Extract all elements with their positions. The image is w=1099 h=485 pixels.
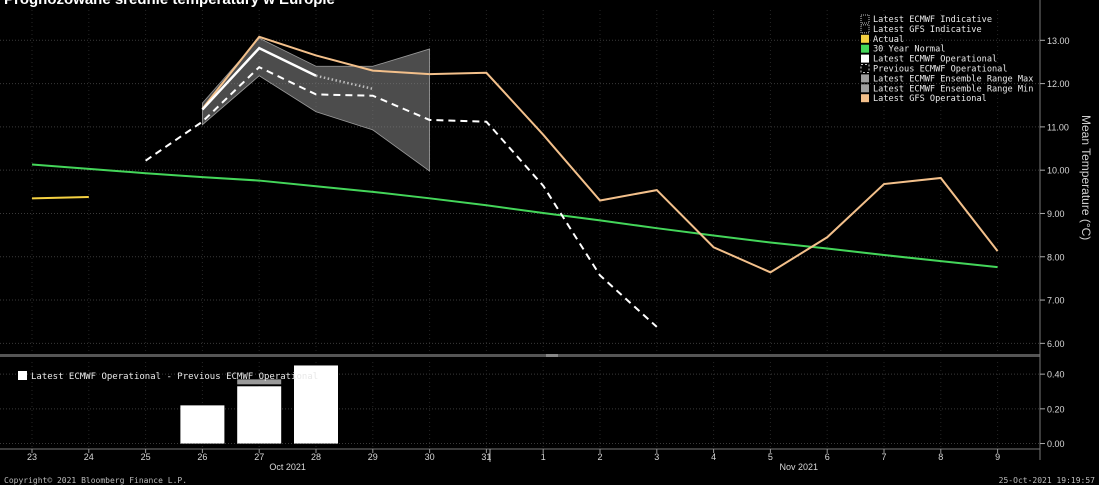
xtick-label: 7 (881, 452, 886, 462)
legend-label: Latest ECMWF Indicative (873, 15, 992, 25)
xtick-label: 6 (825, 452, 830, 462)
series-30-year-normal (31, 163, 998, 269)
xtick-label: 24 (84, 452, 94, 462)
legend-label: 30 Year Normal (873, 45, 945, 55)
ytick-label: 10.00 (1047, 166, 1070, 176)
legend-swatch (861, 94, 869, 103)
bar-ytick-label: 0.20 (1047, 404, 1065, 414)
bar-layer (180, 365, 338, 444)
bar-ytick-label: 0.00 (1047, 439, 1065, 449)
diff-bar-marker (237, 379, 282, 385)
chart-title: Prognozowane średnie temperatury w Europ… (4, 0, 335, 8)
xtick-label: 31 (481, 452, 491, 462)
xtick-label: 1 (541, 452, 546, 462)
axis-layer: 6.00 7.00 8.00 9.00 10.00 11.00 12.00 13.00 0.00… (0, 0, 1070, 472)
legend-layer: Latest ECMWF Operational - Previous ECMW… (18, 14, 1033, 382)
month-label: Nov 2021 (780, 462, 819, 472)
bar-legend-label: Latest ECMWF Operational - Previous ECMW… (31, 372, 318, 382)
xtick-label: 29 (368, 452, 378, 462)
xtick-label: 28 (311, 452, 321, 462)
xtick-label: 2 (597, 452, 602, 462)
diff-bar (294, 365, 338, 444)
legend-swatch (861, 54, 869, 63)
copyright-text: Copyright© 2021 Bloomberg Finance L.P. (4, 476, 187, 485)
xtick-label: 4 (711, 452, 716, 462)
ytick-label: 12.00 (1047, 79, 1070, 89)
ytick-label: 13.00 (1047, 36, 1070, 46)
legend-swatch (860, 24, 870, 34)
legend-swatch (860, 64, 870, 73)
xtick-label: 25 (141, 452, 151, 462)
series-latest-ecmwf-operational (201, 46, 317, 111)
bar-legend-swatch (18, 371, 27, 380)
ytick-label: 7.00 (1047, 296, 1065, 306)
diff-bar (180, 405, 225, 444)
series-previous-ecmwf-operational (145, 65, 658, 328)
legend-label: Latest ECMWF Ensemble Range Min (873, 84, 1033, 94)
xtick-label: 3 (654, 452, 659, 462)
ytick-label: 9.00 (1047, 209, 1065, 219)
legend-label: Latest ECMWF Operational (873, 55, 997, 65)
chart-title-bar: Prognozowane średnie temperatury w Europ… (0, 0, 1099, 10)
bar-ytick-label: 0.40 (1047, 370, 1065, 380)
legend-label: Actual (873, 35, 904, 45)
panel-divider-handle (546, 354, 558, 357)
xtick-label: 9 (995, 452, 1000, 462)
series-layer (31, 35, 999, 328)
legend-label: Latest GFS Operational (873, 94, 987, 104)
series-latest-ecmwf-indicative (315, 74, 374, 91)
y-axis-label: Mean Temperature (°C) (1079, 115, 1093, 240)
panel-divider (0, 354, 1040, 357)
legend-label: Latest GFS Indicative (873, 25, 982, 35)
xtick-label: 26 (197, 452, 207, 462)
xtick-label: 23 (27, 452, 37, 462)
xtick-label: 30 (425, 452, 435, 462)
ytick-label: 8.00 (1047, 252, 1065, 262)
month-label: Oct 2021 (269, 462, 306, 472)
xtick-label: 5 (768, 452, 773, 462)
legend-swatch (860, 14, 870, 24)
grid-layer (0, 10, 1040, 447)
ytick-label: 6.00 (1047, 339, 1065, 349)
xtick-label: 8 (938, 452, 943, 462)
legend-swatch (861, 84, 869, 93)
legend-label: Latest ECMWF Ensemble Range Max (873, 74, 1033, 84)
legend-swatch (861, 44, 869, 53)
ytick-label: 11.00 (1047, 122, 1069, 132)
series-actual (31, 196, 89, 200)
series-latest-gfs-operational (201, 35, 999, 274)
xtick-label: 27 (254, 452, 264, 462)
legend-swatch (861, 74, 869, 83)
timestamp-text: 25-Oct-2021 19:19:57 (999, 476, 1096, 485)
legend-swatch (861, 34, 869, 43)
legend-label: Previous ECMWF Operational (873, 65, 1008, 75)
diff-bar (237, 386, 282, 444)
